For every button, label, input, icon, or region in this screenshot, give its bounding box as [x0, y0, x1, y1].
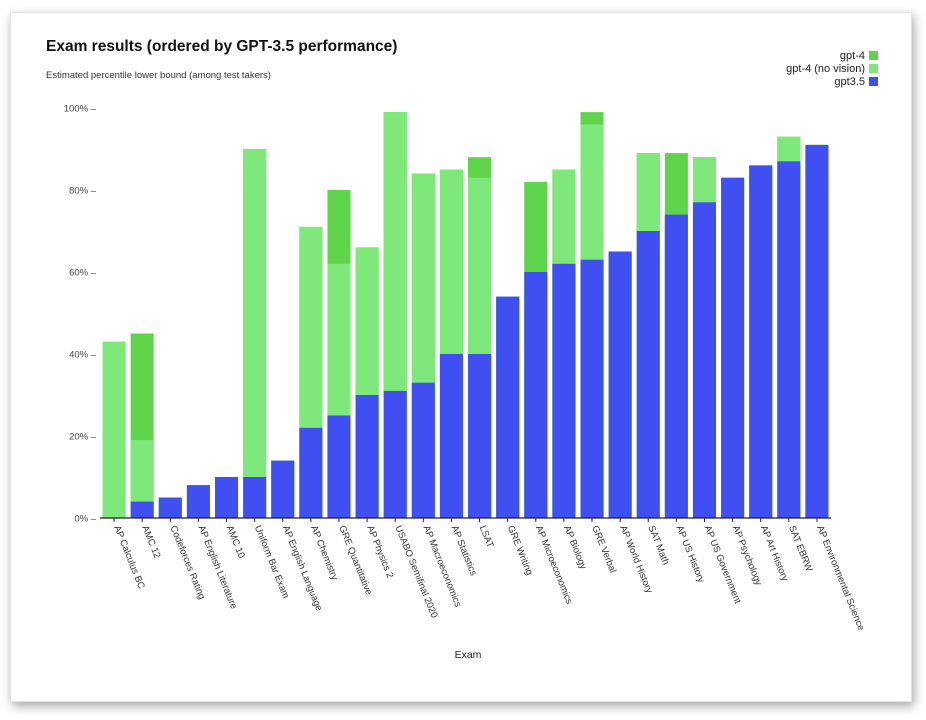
x-tick-label: AMC 12 — [139, 524, 162, 560]
x-tick-label: AMC 10 — [224, 524, 247, 560]
bar-gpt3-5 — [664, 214, 688, 518]
bar-gpt3-5 — [214, 477, 239, 518]
bar-gpt3-5 — [468, 354, 492, 518]
bar-gpt3-5 — [777, 161, 801, 519]
chart-title: Exam results (ordered by GPT-3.5 perform… — [46, 38, 398, 55]
bar-gpt3-5 — [636, 231, 660, 518]
x-axis-title: Exam — [455, 649, 482, 661]
y-tick-label: 20% – — [69, 432, 97, 443]
y-tick-label: 40% – — [69, 350, 97, 361]
chart-legend: gpt-4 gpt-4 (no vision) gpt3.5 — [786, 49, 878, 88]
bar-gpt3-5 — [130, 501, 154, 518]
bar-gpt3-5 — [749, 165, 773, 518]
legend-swatch-gpt4 — [869, 51, 878, 60]
bar-gpt3-5 — [608, 251, 632, 518]
legend-label-gpt4-no-vision: gpt-4 (no vision) — [786, 62, 865, 75]
bar-gpt3-5 — [158, 497, 182, 518]
bar-gpt-4-no-vision — [130, 440, 154, 518]
bar-gpt3-5 — [805, 144, 829, 518]
bar-gpt-4-no-vision — [102, 341, 126, 518]
x-tick-label: SAT Math — [645, 524, 671, 566]
legend-entry-gpt35: gpt3.5 — [786, 75, 878, 88]
bar-gpt3-5 — [327, 415, 351, 518]
bar-gpt3-5 — [299, 427, 323, 518]
x-tick-label: GRE Writing — [505, 524, 535, 577]
bar-gpt3-5 — [383, 390, 407, 518]
bar-gpt3-5 — [580, 259, 604, 518]
bar-gpt3-5 — [186, 485, 210, 518]
y-tick-label: 100% – — [64, 104, 97, 115]
legend-label-gpt35: gpt3.5 — [834, 75, 865, 88]
bar-gpt3-5 — [355, 395, 379, 518]
legend-swatch-gpt35 — [869, 77, 878, 86]
bar-gpt3-5 — [721, 177, 745, 518]
bar-gpt3-5 — [552, 263, 576, 518]
legend-swatch-gpt4-no-vision — [869, 64, 878, 73]
x-tick-label: AP Biology — [561, 524, 589, 571]
x-tick-label: AP Statistics — [449, 524, 479, 578]
x-tick-label: GRE Verbal — [589, 524, 618, 575]
x-tick-label: AP Physics 2 — [364, 524, 395, 580]
y-tick-label: 0% – — [74, 514, 96, 525]
bar-gpt3-5 — [439, 354, 463, 518]
bar-gpt3-5 — [692, 202, 717, 519]
bar-gpt-4-no-vision — [243, 149, 267, 518]
x-tick-label: AP Environmental Science — [814, 524, 866, 632]
legend-entry-gpt4: gpt-4 — [786, 49, 878, 62]
bar-gpt3-5 — [524, 272, 548, 518]
y-tick-label: 60% – — [69, 268, 97, 279]
x-tick-label: AP Chemistry — [308, 524, 340, 582]
x-tick-label: LSAT — [477, 524, 496, 550]
bar-gpt3-5 — [271, 460, 295, 518]
x-tick-label: AP Calculus BC — [111, 524, 147, 591]
chart-subtitle: Estimated percentile lower bound (among … — [46, 70, 271, 81]
legend-label-gpt4: gpt-4 — [839, 49, 865, 62]
bar-gpt3-5 — [243, 477, 267, 518]
y-tick-label: 80% – — [69, 186, 97, 197]
x-tick-label: AP Psychology — [730, 524, 764, 587]
bar-gpt3-5 — [411, 382, 435, 518]
bar-gpt3-5 — [496, 296, 520, 518]
legend-entry-gpt4-no-vision: gpt-4 (no vision) — [786, 62, 878, 75]
x-tick-label: AP Art History — [758, 524, 790, 583]
x-tick-label: SAT EBRW — [786, 524, 814, 573]
x-tick-label: AP US History — [674, 524, 707, 584]
